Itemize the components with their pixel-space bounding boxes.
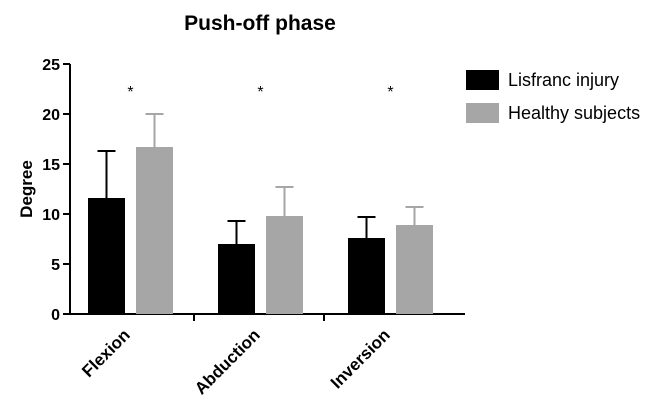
bar-flexion-series-1 bbox=[88, 198, 125, 314]
x-category-label: Flexion bbox=[78, 325, 134, 381]
legend-swatch-series-1 bbox=[466, 70, 499, 90]
y-tick-label: 10 bbox=[42, 207, 60, 224]
significance-marker: * bbox=[387, 84, 393, 101]
bar-inversion-series-2 bbox=[396, 225, 433, 314]
significance-marker: * bbox=[127, 84, 133, 101]
x-category-label: Inversion bbox=[327, 325, 394, 392]
legend: Lisfranc injury Healthy subjects bbox=[466, 70, 640, 123]
chart-title: Push-off phase bbox=[184, 12, 336, 35]
bars: * * * bbox=[88, 84, 433, 314]
bar-inversion-series-1 bbox=[348, 238, 385, 314]
bar-abduction-series-2 bbox=[266, 216, 303, 314]
y-tick-label: 15 bbox=[42, 157, 60, 174]
legend-swatch-series-2 bbox=[466, 103, 499, 123]
legend-label-series-1: Lisfranc injury bbox=[508, 70, 619, 90]
x-category-label: Abduction bbox=[191, 325, 264, 398]
legend-label-series-2: Healthy subjects bbox=[508, 103, 640, 123]
bar-abduction-series-1 bbox=[218, 244, 255, 314]
y-axis-label: Degree bbox=[17, 160, 36, 218]
bar-flexion-series-2 bbox=[136, 147, 173, 314]
y-tick-label: 20 bbox=[42, 107, 60, 124]
y-tick-label: 25 bbox=[42, 57, 60, 74]
significance-marker: * bbox=[257, 84, 263, 101]
y-tick-label: 0 bbox=[51, 307, 60, 324]
y-tick-label: 5 bbox=[51, 257, 60, 274]
